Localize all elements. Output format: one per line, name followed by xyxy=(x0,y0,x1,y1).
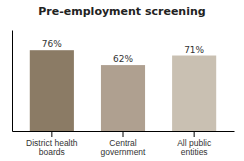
x-tick: Centralgovernment xyxy=(101,131,147,157)
bars xyxy=(30,50,216,131)
x-tick-label: District healthboards xyxy=(26,138,78,157)
y-axis xyxy=(12,31,13,132)
chart: 76% 62% 71% District healthboards Centralgov… xyxy=(0,0,244,161)
data-label: 71% xyxy=(184,45,204,55)
x-tick-mark xyxy=(123,131,124,137)
x-tick-label-line: boards xyxy=(39,147,65,157)
bar xyxy=(101,65,145,131)
y-axis-line xyxy=(12,31,13,132)
data-label: 76% xyxy=(42,39,62,49)
x-axis: District healthboards Centralgovernment Al… xyxy=(13,131,235,157)
x-tick-label-line: government xyxy=(101,147,147,157)
x-tick: District healthboards xyxy=(26,131,78,157)
x-tick: All publicentities xyxy=(177,131,212,157)
plot: 76% 62% 71% District healthboards Centralgov… xyxy=(13,31,235,158)
data-label: 62% xyxy=(113,54,133,64)
data-labels: 76% 62% 71% xyxy=(42,39,205,64)
bar xyxy=(172,56,216,131)
bar xyxy=(30,50,74,131)
x-tick-label: Centralgovernment xyxy=(101,138,147,157)
x-tick-mark xyxy=(51,131,52,137)
x-tick-label-line: entities xyxy=(181,147,208,157)
title: Pre-employment screening xyxy=(38,5,205,18)
x-tick-mark xyxy=(194,131,195,137)
x-tick-label: All publicentities xyxy=(177,138,212,157)
